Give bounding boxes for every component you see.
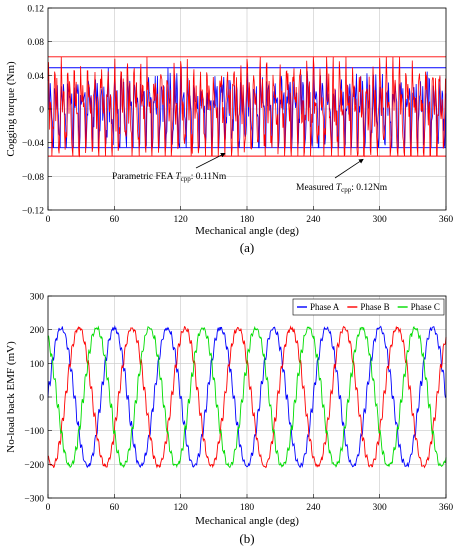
x-tick-label: 180: [240, 503, 255, 513]
panel-a-series: [47, 56, 447, 158]
x-tick-label: 300: [373, 503, 388, 513]
annotation-symbol: T: [336, 183, 342, 193]
x-tick-label: 0: [46, 503, 51, 513]
panel-a-label: (a): [240, 240, 254, 255]
annotation-symbol: T: [175, 172, 181, 182]
y-tick-label: −300: [24, 495, 44, 505]
panel-b-x-ticks: 0 60 120 180 240 300 360: [46, 494, 454, 513]
panel-a-cogging-torque: 0 60 120 180 240 300 360 −0.12 −0.08 −0.04 0 0.04 0…: [5, 5, 453, 256]
legend-entry: Phase A: [310, 302, 340, 312]
y-tick-label: 300: [30, 293, 45, 303]
y-tick-label: 100: [30, 360, 45, 370]
panel-a-y-ticks: −0.12 −0.08 −0.04 0 0.04 0.08 0.12: [22, 5, 52, 217]
panel-a-x-ticks: 0 60 120 180 240 300 360: [46, 206, 454, 225]
x-tick-label: 300: [373, 215, 388, 225]
y-tick-label: −200: [24, 461, 44, 471]
x-tick-label: 0: [46, 215, 51, 225]
series-line-phase-c: [47, 325, 447, 469]
x-tick-label: 240: [306, 215, 321, 225]
annotation-value: : 0.11Nm: [191, 172, 227, 182]
annotation-text: Parametric FEA: [112, 172, 175, 182]
series-line-red: [47, 56, 447, 158]
x-tick-label: 360: [439, 503, 454, 513]
x-tick-label: 180: [240, 215, 255, 225]
y-tick-label: 0.12: [27, 5, 44, 15]
y-tick-label: 0.04: [27, 72, 44, 82]
annotation-arrow: [195, 153, 226, 169]
annotation-subscript: cpp: [341, 186, 352, 194]
y-tick-label: −0.12: [22, 207, 44, 217]
panel-b-legend: Phase A Phase B Phase C: [292, 298, 445, 316]
annotation-subscript: cpp: [181, 175, 192, 183]
panel-b-y-ticks: −300 −200 −100 0 100 200 300: [24, 293, 52, 505]
annotation-arrow: [334, 158, 364, 179]
y-tick-label: −0.08: [22, 173, 44, 183]
panel-b-back-emf: 0 60 120 180 240 300 360 −300 −200 −100 0 100 200 30…: [5, 293, 453, 547]
annotation-value: : 0.12Nm: [351, 183, 388, 193]
annotation-label: Measured Tcpp: 0.12Nm: [296, 183, 388, 194]
y-tick-label: −100: [24, 427, 44, 437]
panel-b-label: (b): [239, 531, 254, 546]
series-line-blue: [47, 67, 447, 149]
y-tick-label: 0: [39, 394, 44, 404]
legend-entry: Phase C: [411, 302, 440, 312]
panel-a-y-axis-label: Cogging torque (Nm): [5, 61, 17, 157]
panel-b-series: [47, 325, 447, 469]
x-tick-label: 60: [110, 503, 120, 513]
x-tick-label: 240: [306, 503, 321, 513]
panel-b-y-axis-label: No-load back EMF (mV): [5, 341, 17, 453]
annotation-text: Measured: [296, 183, 336, 193]
legend-entry: Phase B: [360, 302, 389, 312]
y-tick-label: 200: [30, 326, 45, 336]
annotation-label: Parametric FEA Tcpp: 0.11Nm: [112, 172, 227, 183]
x-tick-label: 120: [174, 503, 189, 513]
x-tick-label: 360: [439, 215, 454, 225]
y-tick-label: 0.08: [27, 38, 44, 48]
y-tick-label: −0.04: [22, 139, 44, 149]
x-tick-label: 60: [110, 215, 120, 225]
series-line-phase-a: [47, 325, 447, 469]
panel-b-x-axis-label: Mechanical angle (deg): [195, 515, 299, 527]
x-tick-label: 120: [174, 215, 189, 225]
legend-box: [292, 298, 445, 316]
y-tick-label: 0: [39, 106, 44, 116]
panel-a-x-axis-label: Mechanical angle (deg): [195, 225, 299, 237]
